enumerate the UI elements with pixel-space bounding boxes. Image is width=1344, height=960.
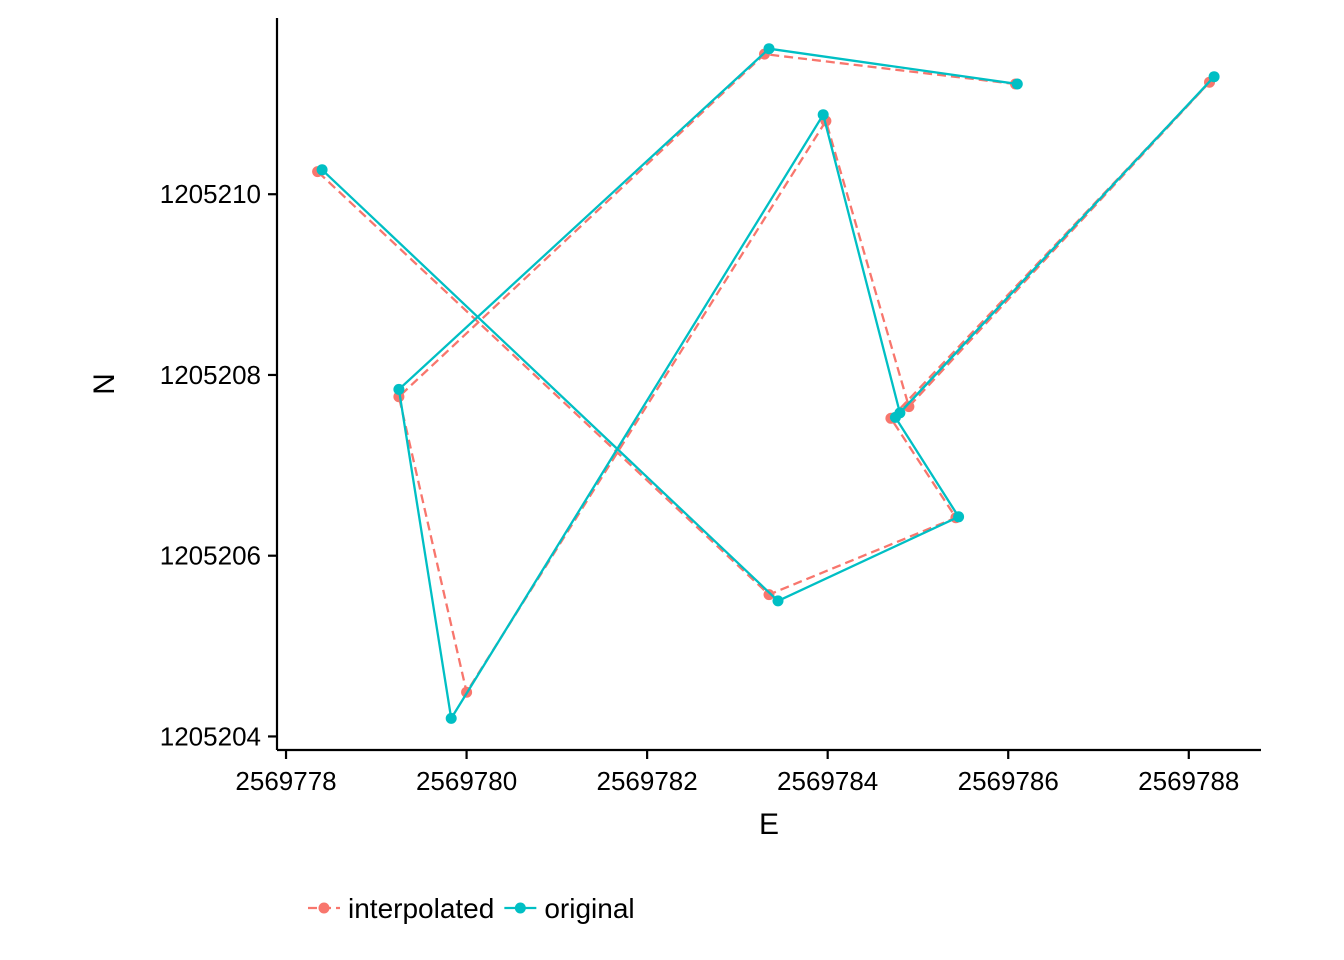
x-tick-label: 2569782 xyxy=(597,766,698,796)
y-tick-label: 1205206 xyxy=(160,541,261,571)
y-axis-ticks: 1205204 1205206 1205208 1205210 xyxy=(160,179,277,751)
series-interpolated xyxy=(312,49,1215,698)
data-point-original xyxy=(890,412,901,423)
y-axis-title: N xyxy=(88,373,121,395)
y-tick-label: 1205204 xyxy=(160,721,261,751)
data-point-original xyxy=(317,164,328,175)
legend-key-point xyxy=(515,903,526,914)
legend-key-point xyxy=(319,903,330,914)
x-axis-ticks: 2569778 2569780 2569782 2569784 2569786 25697… xyxy=(235,750,1239,796)
legend-item-interpolated: interpolated xyxy=(308,893,494,924)
x-tick-label: 2569780 xyxy=(416,766,517,796)
x-axis-title: E xyxy=(759,808,779,841)
data-point-original xyxy=(1012,79,1023,90)
data-point-original xyxy=(1209,71,1220,82)
x-tick-label: 2569784 xyxy=(777,766,878,796)
series-line-original xyxy=(322,49,1214,719)
x-tick-label: 2569788 xyxy=(1138,766,1239,796)
data-point-original xyxy=(393,384,404,395)
y-tick-label: 1205208 xyxy=(160,360,261,390)
x-tick-label: 2569786 xyxy=(958,766,1059,796)
data-point-original xyxy=(953,511,964,522)
series-line-interpolated xyxy=(318,54,1210,692)
legend: interpolated original xyxy=(308,893,635,924)
y-tick-label: 1205210 xyxy=(160,179,261,209)
data-point-original xyxy=(764,43,775,54)
legend-label: original xyxy=(544,893,634,924)
legend-label: interpolated xyxy=(348,893,494,924)
series-layer xyxy=(312,43,1220,724)
x-tick-label: 2569778 xyxy=(235,766,336,796)
data-point-original xyxy=(773,595,784,606)
legend-item-original: original xyxy=(504,893,634,924)
series-original xyxy=(317,43,1220,724)
data-point-original xyxy=(446,713,457,724)
data-point-original xyxy=(818,109,829,120)
